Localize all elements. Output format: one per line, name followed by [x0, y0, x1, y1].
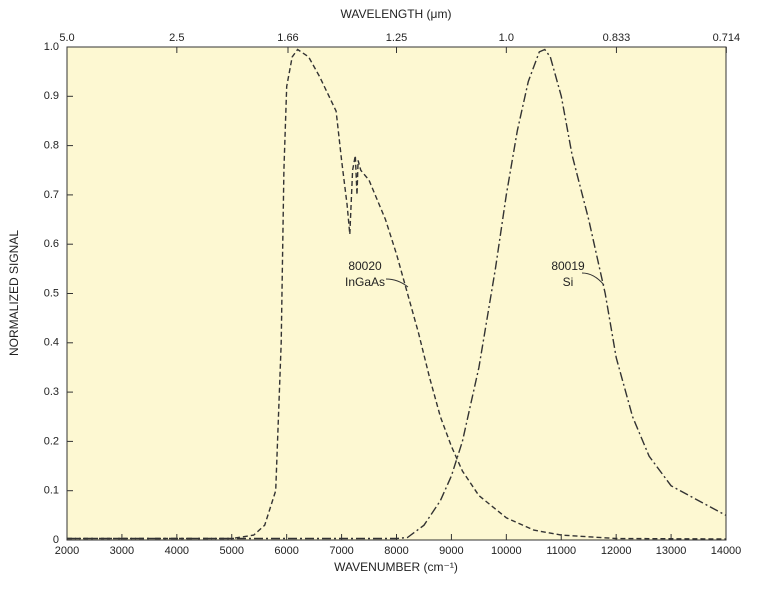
y-tick-label: 0.6 [44, 238, 59, 250]
x2-tick-label: 1.66 [277, 32, 298, 44]
y-tick-label: 0 [53, 534, 59, 546]
annotation: InGaAs [345, 275, 385, 289]
x-axis-title: WAVENUMBER (cm⁻¹) [334, 560, 458, 574]
x-tick-label: 11000 [546, 545, 576, 557]
x-tick-label: 13000 [656, 545, 687, 557]
y-tick-label: 0.5 [44, 287, 59, 299]
x-tick-label: 9000 [439, 545, 463, 557]
y-tick-label: 0.3 [44, 386, 59, 398]
series-line [67, 48, 727, 540]
x-tick-label: 5000 [220, 545, 244, 557]
y-tick-label: 0.1 [44, 485, 59, 497]
series-line [67, 48, 727, 540]
y-tick-label: 0.4 [44, 337, 59, 349]
plot-area [66, 46, 727, 541]
x2-tick-label: 0.714 [713, 32, 741, 44]
x-tick-label: 6000 [274, 545, 298, 557]
x-tick-label: 12000 [601, 545, 632, 557]
annotation: 80019 [551, 259, 585, 273]
y-tick-label: 0.8 [44, 140, 59, 152]
y-tick-label: 1.0 [44, 41, 59, 53]
x2-axis-title: WAVELENGTH (μm) [341, 7, 452, 21]
annotation: 80020 [348, 259, 382, 273]
x-tick-label: 4000 [165, 545, 189, 557]
x2-tick-label: 0.833 [603, 32, 631, 44]
annotation-arrow [581, 272, 605, 286]
y-tick-label: 0.2 [44, 435, 59, 447]
y-tick-label: 0.9 [44, 90, 59, 102]
x-tick-label: 2000 [55, 545, 79, 557]
y-axis-title: NORMALIZED SIGNAL [7, 230, 21, 356]
annotation: Si [563, 275, 574, 289]
x2-tick-label: 1.25 [386, 32, 407, 44]
x2-tick-label: 2.5 [169, 32, 184, 44]
x-tick-label: 8000 [384, 545, 408, 557]
x2-tick-label: 1.0 [499, 32, 514, 44]
x-tick-label: 10000 [491, 545, 522, 557]
x2-tick-label: 5.0 [59, 32, 74, 44]
x-tick-label: 3000 [110, 545, 134, 557]
annotation-arrow [385, 278, 409, 288]
x-tick-label: 14000 [711, 545, 742, 557]
y-tick-label: 0.7 [44, 189, 59, 201]
x-tick-label: 7000 [329, 545, 353, 557]
